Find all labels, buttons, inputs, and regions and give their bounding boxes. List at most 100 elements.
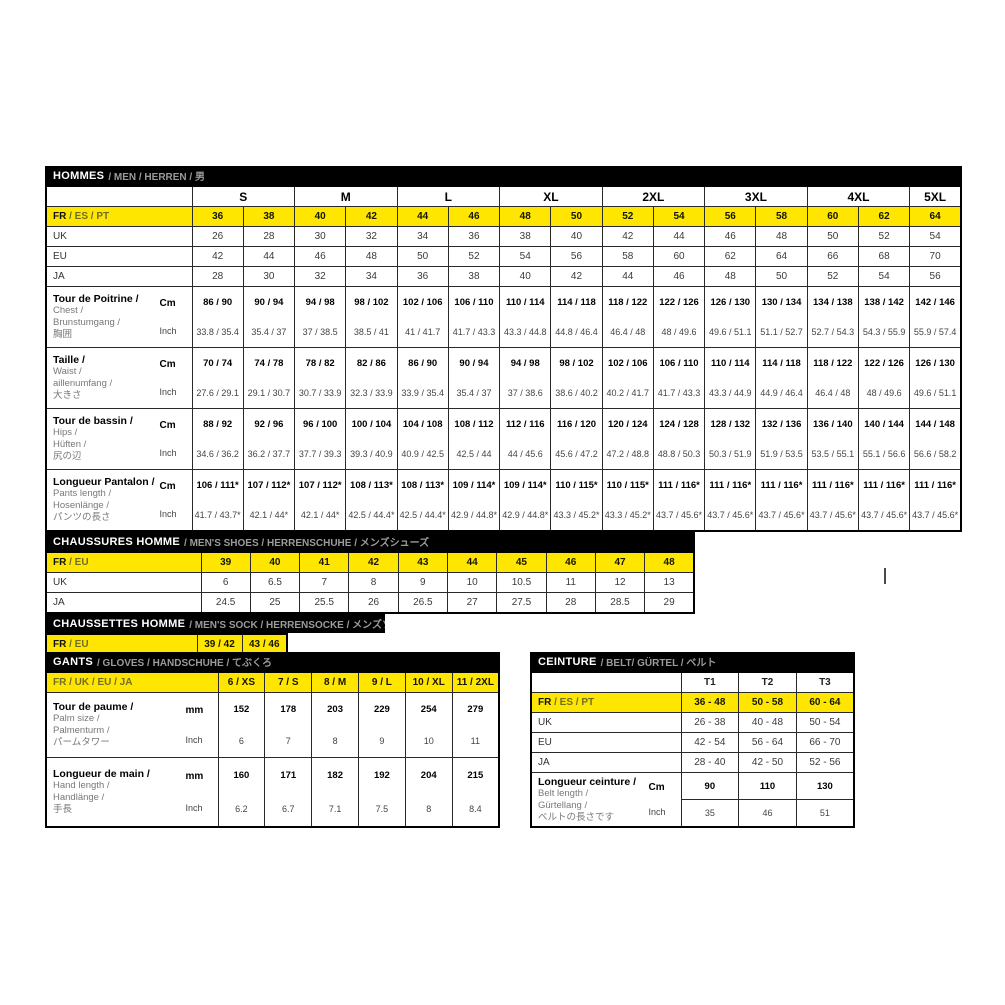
palm-value-cell: 229 9 bbox=[357, 692, 406, 758]
chest-value-cell: 86 / 90 33.8 / 35.4 bbox=[191, 286, 244, 348]
palm-label-cell: Tour de paume / Palm size / Palmenturm /… bbox=[45, 692, 219, 758]
chest-value-cell: 114 / 118 44.8 / 46.4 bbox=[550, 286, 603, 348]
belt-uk-value-cell: 26 - 38 bbox=[680, 712, 740, 733]
belt-empty-corner-cell bbox=[530, 671, 682, 693]
ja-value-cell: 34 bbox=[345, 266, 398, 287]
hips-value-cell: 128 / 132 50.3 / 51.9 bbox=[704, 408, 757, 470]
uk-value-cell: 44 bbox=[652, 226, 706, 247]
shoes-size-cell: 45 bbox=[496, 551, 547, 573]
eu-label-cell: EU bbox=[45, 246, 193, 267]
waist-value-cell: 70 / 74 27.6 / 29.1 bbox=[191, 347, 244, 409]
hips-value-cell: 96 / 100 37.7 / 39.3 bbox=[294, 408, 347, 470]
socks-fr-row: FR / EU 39 / 42 43 / 46 bbox=[45, 633, 288, 655]
hips-value-cell: 132 / 136 51.9 / 53.5 bbox=[755, 408, 808, 470]
ja-label-cell: JA bbox=[45, 266, 193, 287]
chest-value-cell: 130 / 134 51.1 / 52.7 bbox=[755, 286, 808, 348]
belt-fr-value-cell: 60 - 64 bbox=[795, 692, 855, 713]
belt-length-inch-cell: 35 bbox=[680, 799, 740, 828]
socks-chart-title: CHAUSSETTES HOMME bbox=[53, 617, 186, 630]
uk-label-cell: UK bbox=[45, 226, 193, 247]
hand-value-cell: 160 6.2 bbox=[217, 757, 266, 828]
gloves-size-cell: 6 / XS bbox=[217, 671, 266, 693]
belt-chart-header-bar: CEINTURE / BELT/ GÜRTEL / ベルト bbox=[530, 652, 855, 671]
belt-fr-label-cell: FR / ES / PT bbox=[530, 692, 682, 713]
ja-value-cell: 46 bbox=[652, 266, 706, 287]
uk-value-cell: 54 bbox=[909, 226, 962, 247]
eu-value-cell: 70 bbox=[909, 246, 962, 267]
palm-units: mm Inch bbox=[185, 704, 204, 746]
hips-value-cell: 140 / 144 55.1 / 56.6 bbox=[857, 408, 911, 470]
shoes-fr-row: FR / EU 39 40 41 42 43 44 45 46 47 48 bbox=[45, 551, 695, 573]
shoes-chart-subtitle: / MEN'S SHOES / HERRENSCHUHE / メンズシューズ bbox=[184, 538, 430, 549]
fr-size-cell: 36 bbox=[191, 206, 244, 227]
shoes-uk-value-cell: 6 bbox=[200, 572, 251, 593]
pants-value-cell: 108 / 113* 42.5 / 44.4* bbox=[345, 469, 398, 532]
waist-value-cell: 114 / 118 44.9 / 46.4 bbox=[755, 347, 808, 409]
belt-eu-row: EU 42 - 54 56 - 64 66 - 70 bbox=[530, 732, 855, 753]
size-group-4xl: 4XL bbox=[806, 185, 911, 207]
pants-length-label-cell: Longueur Pantalon / Pants length / Hosen… bbox=[45, 469, 193, 532]
gloves-size-cell: 7 / S bbox=[264, 671, 313, 693]
eu-value-cell: 48 bbox=[345, 246, 398, 267]
gloves-chart-subtitle: / GLOVES / HANDSCHUHE / てぶくろ bbox=[97, 658, 273, 669]
belt-ja-value-cell: 28 - 40 bbox=[680, 752, 740, 773]
chest-value-cell: 118 / 122 46.4 / 48 bbox=[601, 286, 654, 348]
shoes-ja-value-cell: 25.5 bbox=[299, 592, 350, 614]
belt-t-row: T1 T2 T3 bbox=[530, 671, 855, 693]
pants-value-cell: 110 / 115* 43.3 / 45.2* bbox=[550, 469, 603, 532]
uk-value-cell: 48 bbox=[755, 226, 808, 247]
shoes-ja-label-cell: JA bbox=[45, 592, 202, 614]
hips-value-cell: 104 / 108 40.9 / 42.5 bbox=[396, 408, 449, 470]
gloves-size-label-cell: FR / UK / EU / JA bbox=[45, 671, 219, 693]
eu-value-cell: 62 bbox=[704, 246, 757, 267]
chest-label-de: Brunstumgang / bbox=[53, 317, 121, 328]
shoes-ja-value-cell: 28 bbox=[545, 592, 596, 614]
palm-label-ja: パームタワー bbox=[53, 737, 110, 748]
shoes-size-cell: 47 bbox=[594, 551, 646, 573]
belt-length-label-cell: Longueur ceinture / Belt length / Gürtel… bbox=[530, 772, 682, 828]
belt-fr-value-cell: 50 - 58 bbox=[738, 692, 797, 713]
ja-value-cell: 28 bbox=[191, 266, 244, 287]
waist-value-cell: 82 / 86 32.3 / 33.9 bbox=[345, 347, 398, 409]
belt-length-cm-cell: 130 bbox=[795, 772, 855, 800]
hand-value-cell: 182 7.1 bbox=[311, 757, 359, 828]
shoes-ja-value-cell: 26.5 bbox=[397, 592, 448, 614]
hips-value-cell: 108 / 112 42.5 / 44 bbox=[447, 408, 501, 470]
shoes-ja-value-cell: 27 bbox=[446, 592, 498, 614]
fr-size-cell: 52 bbox=[601, 206, 654, 227]
ja-row: JA 28 30 32 34 36 38 40 42 44 46 48 50 52 54 56 bbox=[45, 266, 962, 287]
chest-label-en: Chest / bbox=[53, 305, 84, 316]
shoes-uk-value-cell: 9 bbox=[397, 572, 448, 593]
shoes-uk-value-cell: 8 bbox=[348, 572, 399, 593]
belt-length-label-ja: ベルトの長さです bbox=[538, 811, 615, 823]
ja-value-cell: 36 bbox=[396, 266, 449, 287]
fr-es-pt-row: FR / ES / PT 36 38 40 42 44 46 48 50 52 54 56 58 60 6… bbox=[45, 206, 962, 227]
shoes-size-cell: 39 bbox=[200, 551, 251, 573]
belt-uk-value-cell: 50 - 54 bbox=[795, 712, 855, 733]
hips-value-cell: 112 / 116 44 / 45.6 bbox=[499, 408, 552, 470]
fr-size-cell: 40 bbox=[294, 206, 347, 227]
pants-value-cell: 108 / 113* 42.5 / 44.4* bbox=[396, 469, 449, 532]
shoes-fr-label-cell: FR / EU bbox=[45, 551, 202, 573]
belt-length-inch-row: 35 46 51 bbox=[531, 799, 855, 828]
uk-value-cell: 30 bbox=[294, 226, 347, 247]
belt-chart-subtitle: / BELT/ GÜRTEL / ベルト bbox=[600, 658, 717, 669]
size-group-xl: XL bbox=[499, 185, 603, 207]
chest-value-cell: 106 / 110 41.7 / 43.3 bbox=[447, 286, 501, 348]
belt-length-cm-cell: 110 bbox=[738, 772, 797, 800]
gloves-size-cell: 10 / XL bbox=[404, 671, 453, 693]
size-group-s: S bbox=[191, 185, 296, 207]
waist-value-cell: 98 / 102 38.6 / 40.2 bbox=[550, 347, 603, 409]
eu-value-cell: 60 bbox=[652, 246, 706, 267]
fr-size-cell: 50 bbox=[550, 206, 603, 227]
palm-label-en: Palm size / bbox=[53, 713, 100, 724]
pants-value-cell: 110 / 115* 43.3 / 45.2* bbox=[601, 469, 654, 532]
eu-value-cell: 54 bbox=[499, 246, 552, 267]
fr-size-cell: 62 bbox=[857, 206, 911, 227]
uk-value-cell: 52 bbox=[857, 226, 911, 247]
hand-value-cell: 192 7.5 bbox=[357, 757, 406, 828]
belt-eu-value-cell: 66 - 70 bbox=[795, 732, 855, 753]
pants-label-en: Pants length / bbox=[53, 488, 112, 499]
belt-length-cm-row: Longueur ceinture / Belt length / Gürtel… bbox=[530, 772, 855, 828]
